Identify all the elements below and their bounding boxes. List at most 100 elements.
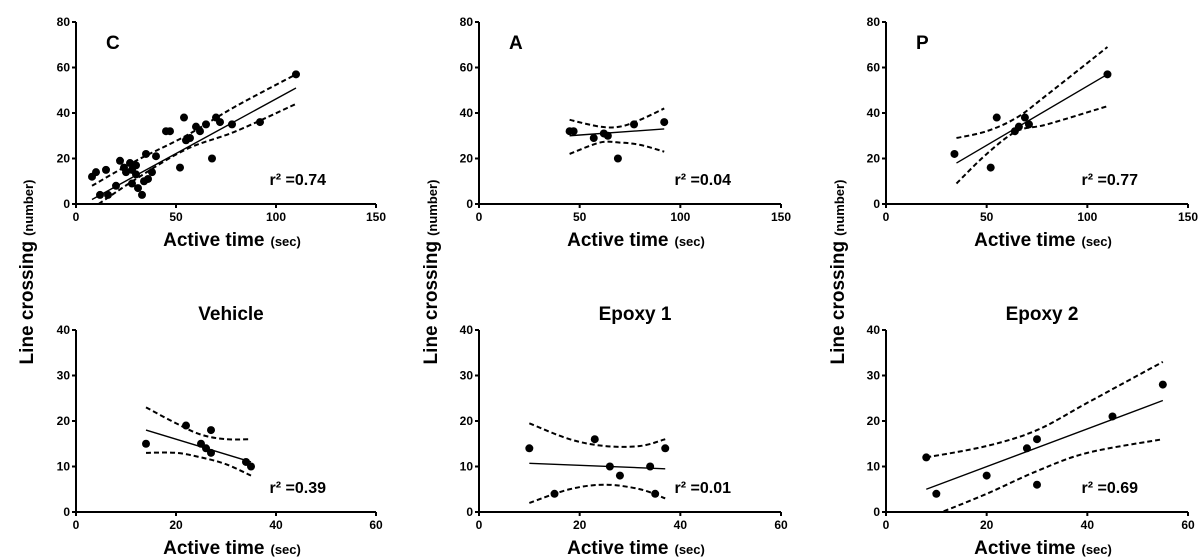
regression-line	[926, 399, 1164, 490]
x-axis-label: Active time (sec)	[567, 230, 705, 251]
data-point	[116, 156, 124, 165]
data-point	[207, 426, 215, 435]
ci-lower-band	[145, 451, 252, 477]
regression-line	[569, 128, 665, 137]
x-tick-label: 50	[980, 210, 994, 224]
y-tick-label: 10	[867, 460, 881, 474]
data-point	[216, 118, 224, 127]
data-point	[613, 154, 622, 163]
data-point	[590, 435, 599, 444]
data-point	[661, 444, 670, 453]
y-tick-label: 40	[57, 323, 71, 337]
x-axis-label-text: Active time	[163, 538, 264, 559]
y-tick-label: 20	[460, 152, 474, 166]
data-point	[134, 184, 142, 193]
regression-line	[956, 73, 1108, 164]
y-tick-label: 40	[460, 323, 474, 337]
data-point	[646, 462, 655, 471]
data-point	[122, 168, 130, 177]
x-axis-label: Active time (sec)	[163, 538, 301, 559]
panel-title: A	[509, 33, 523, 54]
y-tick-label: 0	[873, 505, 880, 519]
r-squared-label: r² =0.69	[1082, 480, 1139, 497]
r-squared-label: r² =0.74	[270, 172, 327, 189]
panel-1: 0 50 100 150 0 20 40 60 80 Ar² =0.04 Active time (s…	[460, 15, 792, 251]
data-point	[292, 70, 300, 79]
data-point	[550, 489, 559, 498]
y-tick-label: 0	[466, 197, 473, 211]
y-tick-label: 40	[867, 106, 881, 120]
y-tick-label: 0	[63, 505, 70, 519]
data-point	[982, 471, 991, 480]
r-squared-label: r² =0.01	[675, 480, 732, 497]
ci-upper-band	[926, 360, 1164, 459]
panel-title: Vehicle	[198, 304, 264, 325]
y-axis-label-text: Line crossing	[828, 241, 849, 365]
x-axis-label: Active time (sec)	[974, 230, 1112, 251]
data-point	[660, 118, 669, 127]
y-axis-label: Line crossing (number)	[17, 180, 38, 365]
data-point	[1158, 380, 1167, 389]
y-tick-label: 30	[460, 369, 474, 383]
x-tick-label: 20	[980, 518, 994, 532]
y-axis-label: Line crossing (number)	[828, 180, 849, 365]
y-tick-label: 40	[460, 106, 474, 120]
panel-title: Epoxy 2	[1006, 304, 1079, 325]
data-point	[112, 181, 120, 190]
data-point	[228, 120, 236, 129]
y-axis-unit: (number)	[425, 180, 440, 236]
data-point	[1033, 480, 1041, 489]
y-tick-label: 20	[57, 152, 71, 166]
x-tick-label: 40	[269, 518, 283, 532]
x-axis-unit: (sec)	[1082, 542, 1112, 557]
data-point	[166, 127, 174, 136]
data-point	[247, 462, 255, 471]
panel-title: C	[106, 33, 120, 54]
data-point	[132, 161, 140, 170]
y-tick-label: 20	[460, 414, 474, 428]
x-tick-label: 40	[674, 518, 688, 532]
data-point	[196, 127, 204, 136]
y-tick-label: 40	[57, 106, 71, 120]
data-point	[630, 120, 639, 129]
r-squared-label: r² =0.04	[675, 172, 732, 189]
x-tick-label: 150	[1178, 210, 1198, 224]
x-tick-label: 100	[1077, 210, 1097, 224]
data-point	[186, 134, 194, 143]
data-point	[932, 489, 941, 498]
x-tick-label: 50	[169, 210, 183, 224]
x-axis-label-text: Active time	[567, 538, 668, 559]
data-point	[176, 163, 184, 172]
x-axis-label: Active time (sec)	[974, 538, 1112, 559]
y-tick-label: 30	[57, 369, 71, 383]
x-tick-label: 20	[169, 518, 183, 532]
data-point	[1024, 120, 1033, 129]
y-tick-label: 20	[57, 414, 71, 428]
data-point	[1020, 113, 1029, 122]
y-tick-label: 60	[460, 61, 474, 75]
y-tick-label: 40	[867, 323, 881, 337]
x-tick-label: 0	[883, 210, 890, 224]
data-point	[1014, 122, 1023, 131]
y-tick-label: 0	[466, 505, 473, 519]
data-point	[1103, 70, 1112, 79]
x-tick-label: 100	[266, 210, 286, 224]
y-tick-label: 30	[867, 369, 881, 383]
data-point	[142, 439, 150, 448]
data-point	[589, 134, 598, 143]
x-axis-label-text: Active time	[974, 538, 1075, 559]
x-axis-label: Active time (sec)	[567, 538, 705, 559]
r-squared-label: r² =0.77	[1082, 172, 1139, 189]
data-point	[148, 168, 156, 177]
ci-lower-band	[529, 483, 666, 504]
data-point	[182, 421, 190, 430]
data-point	[525, 444, 534, 453]
data-point	[651, 489, 660, 498]
data-point	[208, 154, 216, 163]
x-tick-label: 150	[771, 210, 791, 224]
data-point	[207, 448, 215, 457]
data-point	[104, 190, 112, 199]
y-tick-label: 10	[460, 460, 474, 474]
data-point	[132, 170, 140, 179]
data-point	[1108, 412, 1117, 421]
